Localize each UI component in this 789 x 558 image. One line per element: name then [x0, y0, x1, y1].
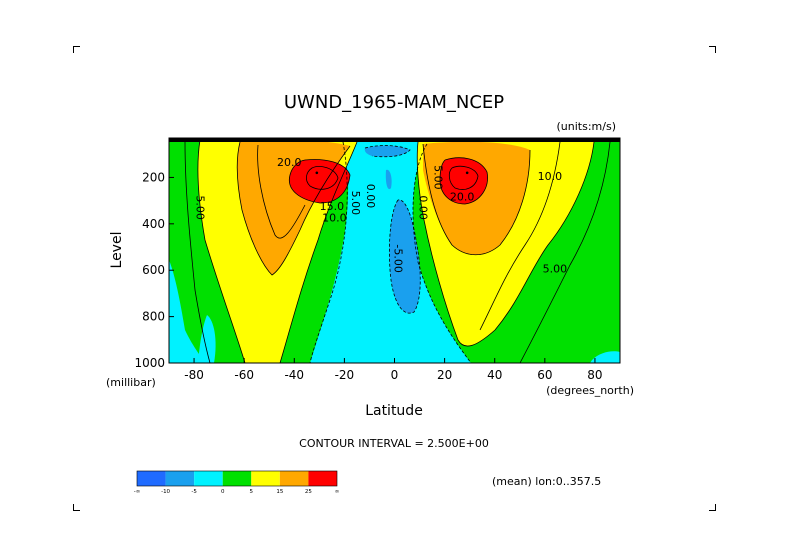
- colorbar-label: -∞: [134, 489, 141, 495]
- contour-lines: [184, 139, 611, 363]
- field-north-red: [440, 157, 488, 204]
- plot-area: [169, 138, 620, 363]
- field-easterly-core: [389, 199, 421, 314]
- contour-label: 20.0: [450, 191, 475, 204]
- colorbar-label: 0: [221, 489, 225, 495]
- y-tick-label: 800: [142, 310, 165, 324]
- y-tick-label: 200: [142, 170, 165, 184]
- colorbar-swatch: [308, 471, 337, 486]
- top-contour-crowding: [169, 138, 620, 142]
- y-tick-label: 1000: [134, 356, 165, 370]
- y-units-label: (millibar): [106, 376, 156, 389]
- colorbar-swatch: [137, 471, 166, 486]
- y-axis: 200 400 600 800 1000: [134, 170, 174, 370]
- contour-label: 5.00: [349, 191, 362, 216]
- x-tick-label: -20: [335, 368, 355, 382]
- field-easterly-small: [385, 169, 392, 190]
- colorbar-label: 5: [250, 489, 254, 495]
- colorbar-label: 25: [305, 489, 312, 495]
- x-axis-label: Latitude: [365, 403, 423, 419]
- y-axis-label: Level: [109, 232, 125, 269]
- colorbar-label: -5: [191, 489, 197, 495]
- contour-interval-text: CONTOUR INTERVAL = 2.500E+00: [299, 437, 489, 450]
- x-tick-label: -40: [284, 368, 304, 382]
- x-tick-label: 60: [537, 368, 552, 382]
- x-tick-label: 20: [437, 368, 452, 382]
- colorbar-label: 15: [276, 489, 283, 495]
- y-tick-label: 400: [142, 217, 165, 231]
- field-polar-north: [590, 351, 620, 363]
- corner-mark-top-left: [73, 46, 80, 53]
- jet-core-marker: [465, 171, 469, 175]
- contour-label: 0.00: [417, 195, 430, 220]
- contour-label: 20.0: [277, 156, 302, 169]
- contour-lines-negative: [309, 141, 472, 363]
- mean-text: (mean) lon:0..357.5: [492, 475, 601, 488]
- field-polar-south: [169, 260, 205, 363]
- contour-label: 10.0: [322, 212, 347, 225]
- contour-label: 5.00: [543, 263, 568, 276]
- jet-marker-layer: [315, 171, 469, 175]
- x-units-label: (degrees_north): [546, 384, 634, 397]
- corner-mark-top-right: [709, 46, 716, 53]
- x-tick-label: 0: [391, 368, 399, 382]
- colorbar-swatch: [279, 471, 309, 486]
- colorbar-swatch: [222, 471, 252, 486]
- units-label: (units:m/s): [557, 120, 617, 133]
- contour-label: 0.00: [364, 184, 377, 209]
- x-axis: -80 -60 -40 -20 0 20 40 60 80: [184, 358, 603, 382]
- contour-label-layer: 20.05.00 15.010.05.00 0.00-5.000.005.0020.…: [194, 156, 568, 276]
- colorbar: -∞ -10 -5 0 5 15 25 ∞: [134, 470, 340, 495]
- corner-mark-bottom-right: [709, 504, 716, 511]
- field-polar-south-b: [198, 315, 216, 363]
- contour-label: 5.00: [432, 165, 445, 190]
- colorbar-swatch: [194, 471, 223, 486]
- contour-label: 15.0: [320, 200, 345, 213]
- x-tick-label: 80: [587, 368, 602, 382]
- colorbar-swatch: [251, 471, 280, 486]
- x-tick-label: -80: [184, 368, 204, 382]
- y-tick-label: 600: [142, 263, 165, 277]
- jet-core-marker: [315, 171, 319, 175]
- colorbar-frame: [136, 470, 338, 487]
- x-tick-label: 40: [487, 368, 502, 382]
- colorbar-label: -10: [161, 489, 170, 495]
- corner-mark-bottom-left: [73, 504, 80, 511]
- colorbar-label: ∞: [335, 489, 340, 495]
- contour-label: -5.00: [392, 244, 405, 272]
- x-tick-label: -60: [234, 368, 254, 382]
- contour-label: 10.0: [538, 170, 563, 183]
- field-south-red: [289, 159, 350, 203]
- contour-label: 5.00: [194, 195, 207, 220]
- colorbar-swatch: [165, 471, 195, 486]
- field-easterly-top: [364, 145, 410, 157]
- chart-title: UWND_1965-MAM_NCEP: [284, 92, 504, 113]
